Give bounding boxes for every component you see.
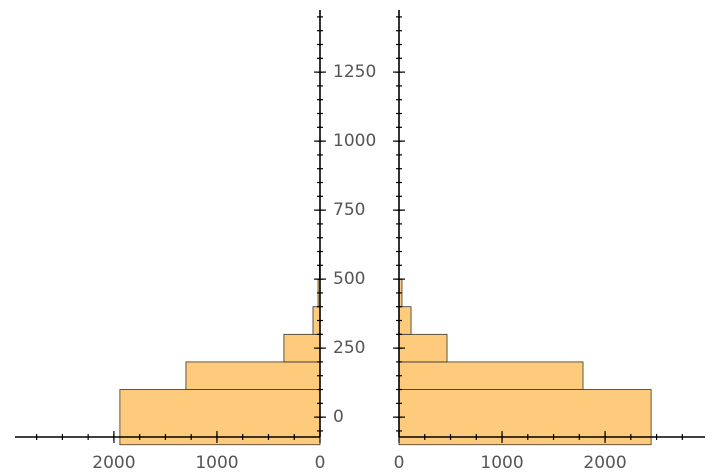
bar <box>119 389 321 446</box>
bar <box>283 333 321 363</box>
bar <box>398 361 584 390</box>
x-tick-label: 0 <box>394 453 405 473</box>
x-tick-label: 1000 <box>195 453 238 473</box>
y-tick-label: 1000 <box>333 131 376 151</box>
x-tick-label: 0 <box>315 453 326 473</box>
bar <box>398 389 652 446</box>
y-tick-label: 0 <box>333 407 344 427</box>
y-tick-label: 250 <box>333 338 365 358</box>
bar <box>398 333 448 363</box>
y-tick-label: 750 <box>333 200 365 220</box>
y-tick-label: 1250 <box>333 62 376 82</box>
x-tick-label: 2000 <box>92 453 135 473</box>
x-tick-label: 1000 <box>480 453 523 473</box>
x-tick-label: 2000 <box>583 453 626 473</box>
y-tick-label: 500 <box>333 269 365 289</box>
bar <box>185 361 321 390</box>
